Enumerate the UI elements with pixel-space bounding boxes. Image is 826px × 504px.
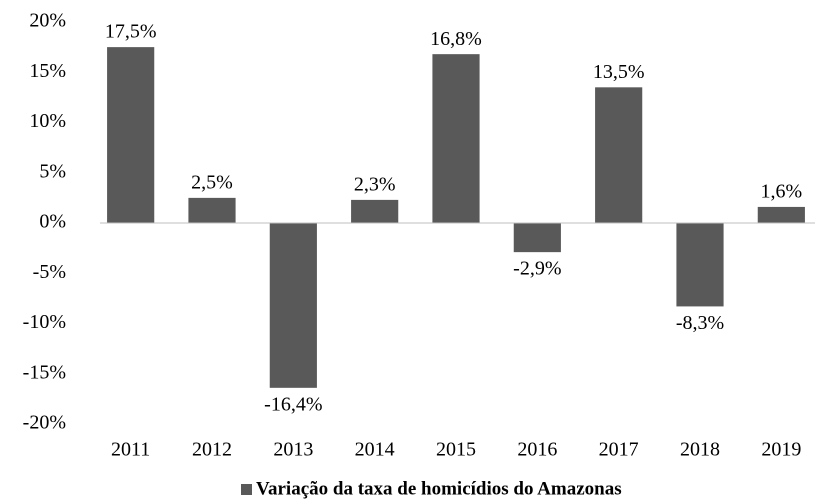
bar xyxy=(188,197,236,223)
bar xyxy=(513,223,561,253)
legend-swatch xyxy=(241,484,252,495)
x-tick-label: 2016 xyxy=(517,439,557,461)
y-tick-label: -5% xyxy=(33,261,66,283)
y-tick-label: 0% xyxy=(39,211,66,233)
bar xyxy=(351,199,399,223)
y-tick-label: 15% xyxy=(29,60,66,82)
y-tick-label: -15% xyxy=(23,361,66,383)
data-label: -16,4% xyxy=(264,393,322,415)
data-label: 2,5% xyxy=(191,171,233,193)
y-tick-label: -20% xyxy=(23,412,66,434)
x-tick-label: 2019 xyxy=(761,439,801,461)
x-tick-label: 2014 xyxy=(355,439,395,461)
bar xyxy=(432,54,480,223)
y-tick-label: 5% xyxy=(39,160,66,182)
data-label: 13,5% xyxy=(593,61,645,83)
y-tick-label: 20% xyxy=(29,10,66,32)
data-label: -8,3% xyxy=(676,312,724,334)
data-label: 17,5% xyxy=(105,21,157,43)
x-tick-label: 2011 xyxy=(111,439,150,461)
x-tick-label: 2013 xyxy=(273,439,313,461)
data-label: 1,6% xyxy=(760,181,802,203)
data-label: 16,8% xyxy=(430,28,482,50)
x-tick-label: 2017 xyxy=(599,439,639,461)
y-tick-label: -10% xyxy=(23,311,66,333)
y-tick-label: 10% xyxy=(29,110,66,132)
x-tick-label: 2015 xyxy=(436,439,476,461)
bar xyxy=(107,47,155,223)
data-label: 2,3% xyxy=(354,173,396,195)
bar xyxy=(595,87,643,223)
bar xyxy=(269,223,317,388)
x-tick-label: 2018 xyxy=(680,439,720,461)
bar xyxy=(757,206,805,223)
legend-label: Variação da taxa de homicídios do Amazon… xyxy=(256,478,622,499)
x-tick-label: 2012 xyxy=(192,439,232,461)
data-label: -2,9% xyxy=(513,258,561,280)
bar xyxy=(676,223,724,307)
